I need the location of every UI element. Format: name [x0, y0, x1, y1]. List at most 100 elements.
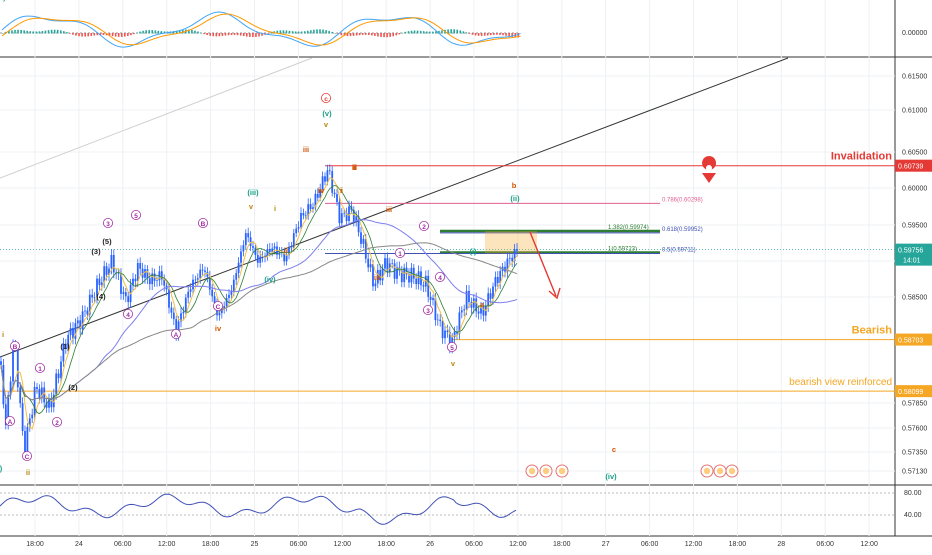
candle-body — [412, 267, 415, 279]
wave-label-circle — [197, 217, 208, 228]
level-price-tag — [895, 333, 932, 346]
candle-body — [513, 249, 516, 262]
candle-body — [355, 216, 358, 223]
candle-body — [453, 331, 456, 338]
osc-histogram-bar — [90, 33, 93, 36]
top-oscillator-pane — [0, 11, 521, 48]
osc-histogram-bar — [294, 31, 297, 34]
osc-histogram-bar — [319, 29, 321, 34]
candle-body — [60, 361, 62, 379]
candle-body — [122, 292, 125, 294]
osc-histogram-bar — [465, 32, 468, 34]
level-price-text: 0.58703 — [898, 338, 923, 345]
price-tick-label: 0.57850 — [902, 401, 927, 408]
osc-histogram-bar — [224, 33, 227, 36]
candle-body — [134, 278, 137, 282]
wave-label: (3) — [91, 247, 101, 256]
wave-label: (iii) — [0, 0, 6, 2]
wave-label: B — [201, 221, 206, 228]
wave-label-circle — [35, 362, 46, 373]
candle-body — [156, 280, 158, 281]
wave-label: ii — [26, 468, 30, 477]
osc-histogram-bar — [130, 33, 132, 36]
wave-label: (iv) — [264, 275, 276, 284]
candle-body — [175, 319, 178, 335]
candle-body — [348, 206, 350, 221]
candle-body — [288, 248, 290, 256]
candle-body — [309, 204, 312, 210]
wave-label: v — [324, 120, 329, 129]
osc-histogram-bar — [352, 33, 355, 36]
osc-histogram-bar — [410, 30, 413, 34]
candle-body — [307, 204, 310, 217]
osc-histogram-bar — [142, 30, 144, 34]
osc-histogram-bar — [127, 33, 129, 37]
candle-body — [9, 381, 12, 396]
osc-histogram-bar — [249, 33, 251, 37]
candle-body — [369, 264, 372, 268]
candle-body — [48, 398, 50, 408]
rsi-tick-label: 40.00 — [904, 512, 922, 519]
osc-histogram-bar — [441, 30, 443, 34]
osc-histogram-bar — [8, 31, 10, 34]
wave-label: iii — [374, 273, 380, 282]
osc-histogram-bar — [154, 30, 157, 34]
wave-label: C — [216, 304, 221, 311]
price-axis[interactable]: 0.615000.610000.605000.600000.595000.590… — [895, 30, 932, 519]
wave-label-circle — [170, 328, 181, 339]
wave-label: (5) — [102, 237, 112, 246]
x-tick-label: 28 — [777, 541, 785, 548]
osc-histogram-bar — [499, 33, 501, 35]
candle-body — [254, 247, 257, 256]
level-label: bearish view reinforced — [789, 377, 892, 388]
wave-label: (1) — [60, 342, 70, 351]
candle-body — [460, 310, 463, 313]
candle-body — [472, 298, 475, 308]
osc-histogram-bar — [233, 33, 236, 35]
osc-histogram-bar — [218, 33, 221, 37]
osc-histogram-bar — [181, 29, 184, 34]
ma-mid-line — [0, 184, 518, 415]
pin-hole — [706, 165, 712, 171]
osc-histogram-bar — [386, 33, 388, 38]
osc-histogram-bar — [255, 33, 257, 37]
candle-body — [91, 294, 94, 298]
candle-body — [144, 269, 146, 278]
candle-body — [187, 291, 190, 298]
price-pane[interactable]: Invalidation Bearish bearish view reinforc… — [0, 0, 895, 481]
candle-body — [422, 285, 425, 287]
osc-histogram-bar — [200, 32, 202, 34]
wave-label-circle — [5, 415, 15, 426]
osc-histogram-bar — [389, 33, 391, 37]
candle-body — [333, 192, 336, 195]
candle-body — [88, 294, 91, 315]
osc-histogram-bar — [99, 33, 102, 36]
wave-label: ii — [353, 163, 357, 172]
x-tick-label: 12:00 — [685, 541, 703, 548]
time-axis[interactable]: 18:00 24 06:00 12:00 18:00 25 06:00 12:00 18:00 2… — [26, 541, 878, 548]
osc-histogram-bar — [349, 33, 352, 37]
osc-histogram-bar — [331, 31, 333, 34]
osc-histogram-bar — [511, 33, 513, 37]
candle-body — [127, 296, 130, 303]
wave-label: (i) — [469, 247, 477, 256]
osc-histogram-bar — [160, 31, 163, 34]
osc-histogram-bar — [163, 31, 166, 34]
ma-fast-line — [0, 177, 518, 430]
osc-histogram-bar — [316, 29, 318, 34]
candle-body — [43, 387, 46, 403]
candle-body — [400, 270, 403, 283]
osc-histogram-bar — [416, 30, 419, 34]
candle-body — [446, 330, 449, 332]
level-price-tag — [895, 385, 932, 398]
osc-histogram-bar — [490, 33, 492, 36]
candle-body — [45, 402, 48, 408]
osc-histogram-bar — [285, 30, 288, 34]
candle-body — [465, 290, 468, 310]
candle-body — [192, 279, 194, 290]
event-flag-dot — [558, 467, 566, 475]
price-tick-label: 0.60000 — [902, 186, 927, 193]
fib-label: 0.618(0.59952) — [662, 227, 703, 233]
